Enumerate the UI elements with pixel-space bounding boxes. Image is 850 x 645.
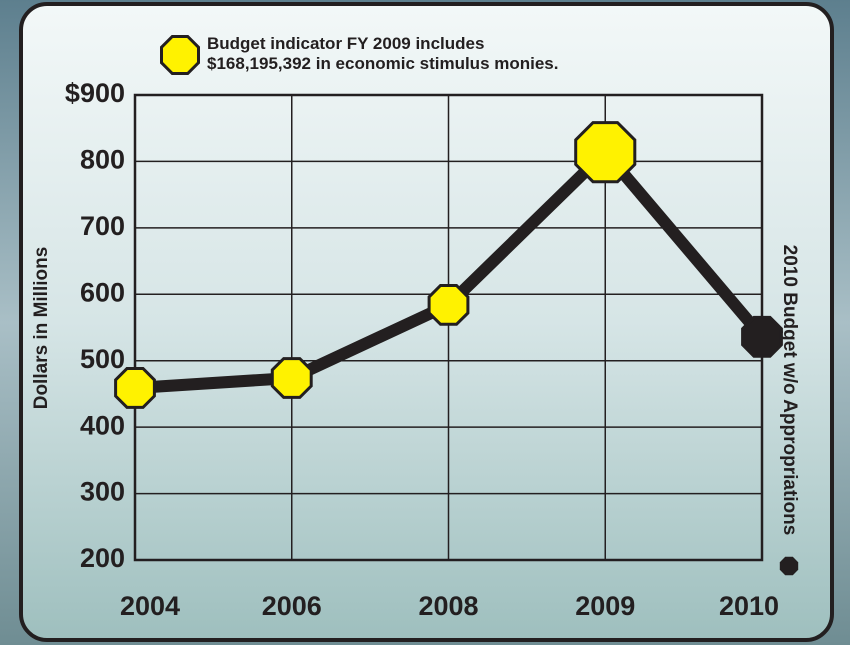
- annotation: $168,195,392 in economic stimulus monies…: [207, 54, 559, 73]
- side-note-marker: [779, 556, 799, 576]
- y-tick-label: 800: [80, 145, 125, 175]
- panel: [19, 2, 834, 642]
- x-tick-label: 2006: [262, 591, 322, 621]
- y-tick-label: 200: [80, 543, 125, 573]
- y-tick-label: 500: [80, 344, 125, 374]
- y-tick-label: 600: [80, 277, 125, 307]
- y-tick-label: 400: [80, 410, 125, 440]
- y-tick-label: 700: [80, 211, 125, 241]
- marker: [114, 367, 156, 409]
- side-note: 2010 Budget w/o Appropriations: [779, 245, 800, 536]
- y-tick-label: $900: [65, 78, 125, 108]
- y-tick-label: 300: [80, 477, 125, 507]
- x-tick-label: 2010: [719, 591, 779, 621]
- annotation: Budget indicator FY 2009 includes: [207, 34, 484, 53]
- x-tick-label: 2008: [418, 591, 478, 621]
- marker: [270, 357, 313, 399]
- marker: [741, 315, 783, 358]
- x-tick-label: 2009: [575, 591, 635, 621]
- marker: [574, 121, 637, 184]
- marker: [427, 284, 470, 326]
- annotation-marker: [160, 35, 200, 75]
- y-axis-title: Dollars in Millions: [31, 247, 52, 410]
- x-tick-label: 2004: [120, 591, 180, 621]
